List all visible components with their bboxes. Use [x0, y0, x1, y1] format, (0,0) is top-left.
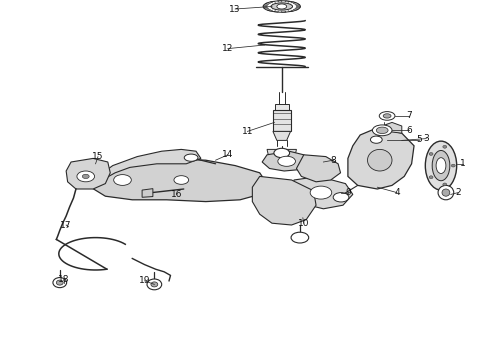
Text: 11: 11: [242, 127, 253, 136]
Polygon shape: [98, 149, 201, 178]
Ellipse shape: [443, 145, 447, 148]
Polygon shape: [377, 122, 402, 133]
Ellipse shape: [438, 185, 454, 200]
Ellipse shape: [429, 176, 433, 179]
Polygon shape: [273, 110, 291, 131]
Polygon shape: [142, 189, 153, 197]
Polygon shape: [273, 131, 291, 140]
Polygon shape: [348, 128, 414, 189]
Ellipse shape: [56, 280, 63, 285]
Text: 13: 13: [229, 4, 241, 13]
Ellipse shape: [278, 156, 295, 166]
Text: 16: 16: [171, 190, 182, 199]
Polygon shape: [275, 104, 289, 110]
Polygon shape: [292, 176, 353, 209]
Ellipse shape: [442, 189, 450, 196]
Ellipse shape: [333, 193, 349, 202]
Ellipse shape: [147, 279, 162, 290]
Ellipse shape: [436, 158, 446, 174]
Text: 14: 14: [222, 150, 234, 159]
Ellipse shape: [114, 175, 131, 185]
Polygon shape: [267, 149, 296, 160]
Ellipse shape: [372, 125, 392, 136]
Polygon shape: [252, 176, 316, 225]
Text: 8: 8: [330, 156, 336, 165]
Ellipse shape: [174, 176, 189, 184]
Polygon shape: [296, 155, 341, 182]
Ellipse shape: [379, 112, 395, 120]
Ellipse shape: [77, 171, 95, 182]
Text: 4: 4: [394, 188, 400, 197]
Text: 17: 17: [60, 220, 72, 230]
Text: 5: 5: [416, 135, 422, 144]
Text: 1: 1: [460, 159, 466, 168]
Polygon shape: [262, 151, 311, 171]
Text: 3: 3: [423, 134, 429, 143]
Ellipse shape: [82, 174, 89, 179]
Ellipse shape: [277, 4, 287, 9]
Text: 9: 9: [345, 188, 351, 197]
Text: 6: 6: [406, 126, 412, 135]
Ellipse shape: [291, 232, 309, 243]
Ellipse shape: [370, 136, 382, 143]
Ellipse shape: [151, 282, 158, 287]
Polygon shape: [91, 158, 267, 202]
Ellipse shape: [271, 3, 293, 10]
Ellipse shape: [383, 114, 391, 118]
Ellipse shape: [376, 127, 388, 134]
Text: 2: 2: [455, 188, 461, 197]
Ellipse shape: [310, 186, 332, 199]
Ellipse shape: [274, 148, 290, 158]
Ellipse shape: [451, 164, 455, 167]
Ellipse shape: [263, 1, 300, 12]
Ellipse shape: [429, 153, 433, 156]
Ellipse shape: [443, 183, 447, 186]
Ellipse shape: [53, 278, 67, 288]
Text: 10: 10: [298, 219, 310, 228]
Text: 7: 7: [406, 112, 412, 120]
Text: 18: 18: [58, 274, 70, 284]
Ellipse shape: [425, 141, 457, 190]
Text: 12: 12: [222, 44, 234, 53]
Ellipse shape: [184, 154, 198, 161]
Ellipse shape: [368, 149, 392, 171]
Text: 19: 19: [139, 276, 150, 285]
Polygon shape: [66, 158, 110, 189]
Ellipse shape: [432, 150, 450, 181]
Text: 15: 15: [92, 152, 104, 161]
